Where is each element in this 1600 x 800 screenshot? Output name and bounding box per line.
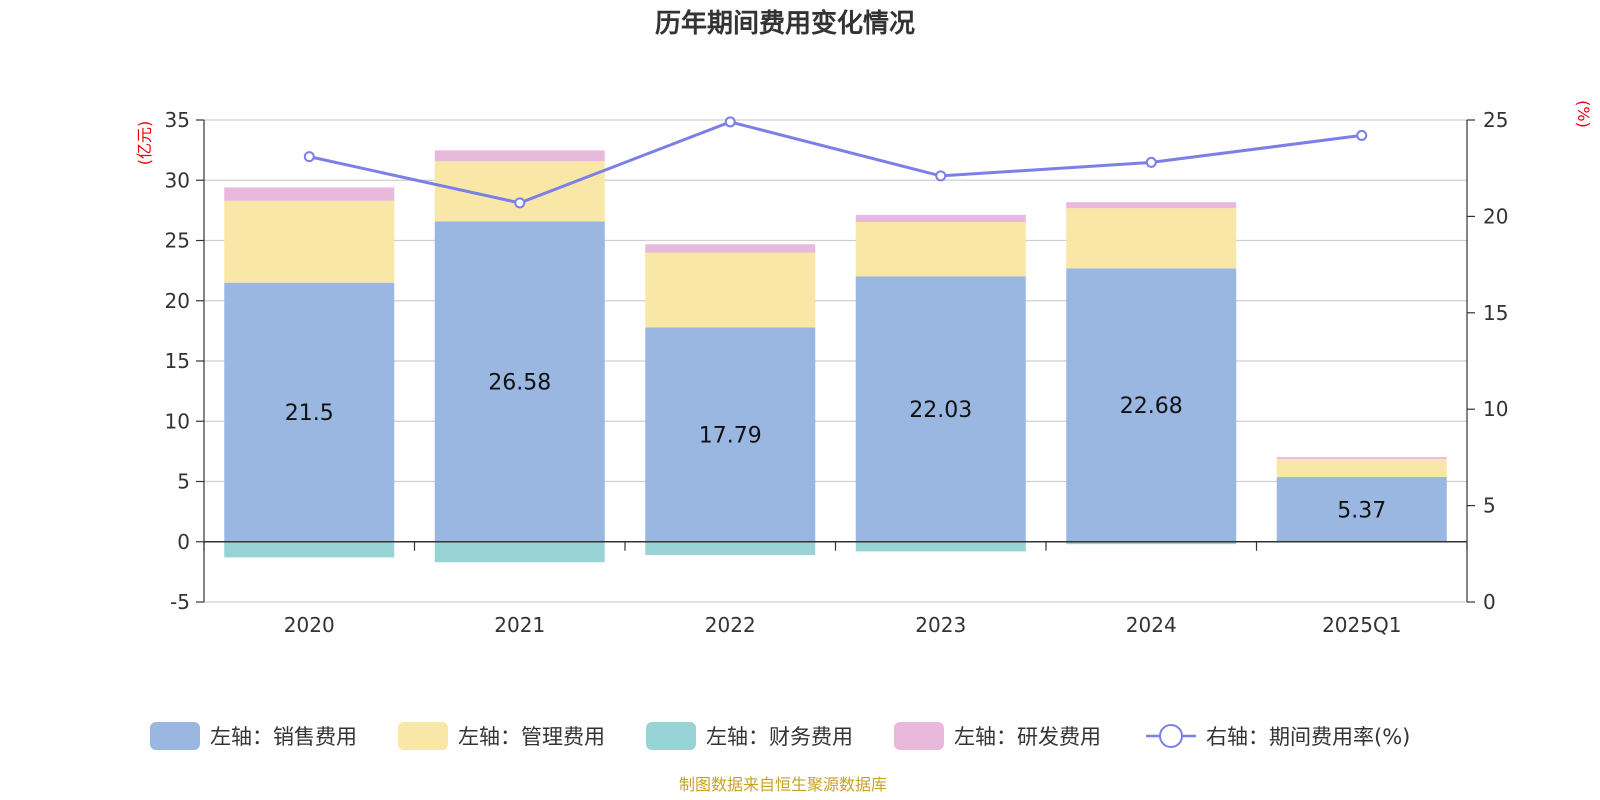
- bar-value-label-2024: 22.68: [1120, 394, 1183, 419]
- bar-2022-0: [645, 327, 816, 542]
- bar-2022-2: [645, 541, 816, 556]
- legend-swatch-2: [646, 722, 696, 750]
- legend-label-4: 右轴：期间费用率(%): [1206, 725, 1410, 749]
- legend-label-0: 左轴：销售费用: [210, 725, 357, 749]
- bar-value-label-2021: 26.58: [488, 371, 551, 396]
- legend-swatch-3: [894, 722, 944, 750]
- bar-2020-3: [224, 187, 395, 201]
- bar-2023-0: [855, 276, 1026, 542]
- source-note: 制图数据来自恒生聚源数据库: [679, 775, 887, 794]
- bar-2021-2: [434, 541, 605, 563]
- left-tick-label-10: 10: [165, 409, 190, 433]
- left-tick-label-35: 35: [165, 108, 190, 132]
- right-tick-label-0: 0: [1483, 590, 1496, 614]
- left-tick-label-20: 20: [165, 289, 190, 313]
- bar-2024-1: [1066, 208, 1237, 269]
- data-labels: 21.5 26.58 17.79 22.03 22.68 5.37: [285, 371, 1386, 524]
- right-axis-unit: (%): [1574, 100, 1593, 128]
- legend-circle-swatch: [1159, 724, 1183, 748]
- category-label-2023: 2023: [915, 613, 966, 637]
- right-tick-label-10: 10: [1483, 397, 1508, 421]
- right-tick-label-20: 20: [1483, 204, 1508, 228]
- bar-2021-3: [434, 150, 605, 162]
- category-label-2025q1: 2025Q1: [1322, 613, 1401, 637]
- left-tick-label-5: 5: [177, 470, 190, 494]
- left-tick-label-0: 0: [177, 530, 190, 554]
- bar-2024-0: [1066, 268, 1237, 542]
- legend-swatch-0: [150, 722, 200, 750]
- bar-value-label-2023: 22.03: [909, 398, 972, 423]
- category-label-2024: 2024: [1126, 613, 1177, 637]
- bar-2024-2: [1066, 541, 1237, 545]
- left-tick-label-5: -5: [170, 590, 190, 614]
- bar-2020-0: [224, 282, 395, 542]
- bar-2020-1: [224, 200, 395, 283]
- category-label-2021: 2021: [494, 613, 545, 637]
- bar-2020-2: [224, 541, 395, 558]
- bar-2023-2: [855, 541, 1026, 552]
- category-label-2020: 2020: [284, 613, 335, 637]
- legend-label-2: 左轴：财务费用: [706, 725, 853, 749]
- bar-2025q1-0: [1276, 477, 1447, 542]
- left-axis-unit: (亿元): [135, 121, 154, 166]
- bar-2021-0: [434, 221, 605, 542]
- rate-line-series: [303, 116, 1368, 209]
- right-tick-label-5: 5: [1483, 494, 1496, 518]
- right-tick-label-25: 25: [1483, 108, 1508, 132]
- bar-2023-1: [855, 222, 1026, 277]
- left-tick-label-15: 15: [165, 349, 190, 373]
- legend: 左轴：销售费用 左轴：管理费用 左轴：财务费用 左轴：研发费用 右轴：期间费用率(%): [150, 722, 1410, 750]
- rate-line: [308, 120, 1362, 205]
- left-tick-label-25: 25: [165, 229, 190, 253]
- left-tick-label-30: 30: [165, 168, 190, 192]
- bar-value-label-2022: 17.79: [699, 424, 762, 449]
- rate-point-2025q1: [1356, 129, 1368, 141]
- bar-2022-3: [645, 244, 816, 253]
- bar-value-label-2020: 21.5: [285, 401, 334, 426]
- chart-title: 历年期间费用变化情况: [655, 8, 915, 39]
- bar-2023-3: [855, 214, 1026, 223]
- bar-2024-3: [1066, 202, 1237, 209]
- rate-point-2024: [1145, 156, 1157, 168]
- axes: -5 0 5 10 15 20 25 30 35 0 5 10 15 20 25 2020 2021 2022 20…: [165, 108, 1509, 637]
- bar-2025q1-3: [1276, 457, 1447, 459]
- right-tick-label-15: 15: [1483, 301, 1508, 325]
- category-label-2022: 2022: [705, 613, 756, 637]
- bar-series: [224, 150, 1447, 563]
- bar-2022-1: [645, 252, 816, 328]
- rate-point-2023: [935, 170, 947, 182]
- legend-swatch-1: [398, 722, 448, 750]
- bar-2025q1-1: [1276, 458, 1447, 478]
- rate-point-2020: [303, 151, 315, 163]
- rate-point-2022: [724, 116, 736, 128]
- legend-label-3: 左轴：研发费用: [954, 725, 1101, 749]
- rate-point-2021: [514, 197, 526, 209]
- bar-value-label-2025q1: 5.37: [1337, 498, 1386, 523]
- legend-label-1: 左轴：管理费用: [458, 725, 605, 749]
